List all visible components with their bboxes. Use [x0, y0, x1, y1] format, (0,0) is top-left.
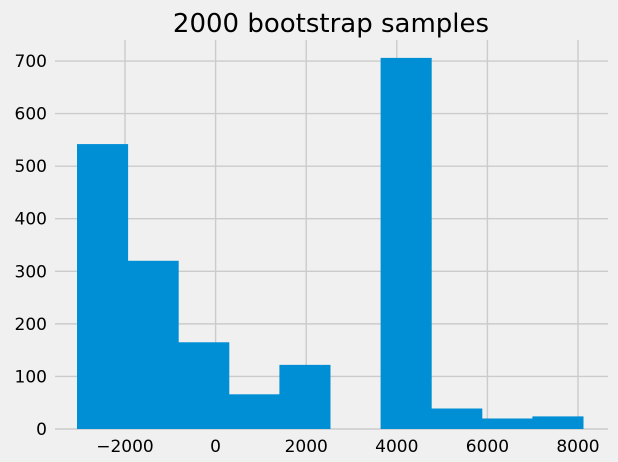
y-tick-label: 700	[15, 52, 47, 72]
histogram-bar	[77, 144, 129, 429]
x-tick-label: 2000	[285, 437, 328, 457]
x-tick-label: 0	[210, 437, 221, 457]
chart-title: 2000 bootstrap samples	[173, 9, 489, 39]
y-tick-label: 100	[15, 367, 47, 387]
y-tick-label: 300	[15, 262, 47, 282]
histogram-bar	[127, 260, 179, 429]
histogram-bar	[228, 394, 280, 429]
x-tick-label: −2000	[96, 437, 154, 457]
x-tick-label: 8000	[556, 437, 599, 457]
y-tick-label: 200	[15, 315, 47, 335]
y-tick-label: 500	[15, 157, 47, 177]
x-tick-label: 4000	[375, 437, 418, 457]
y-tick-labels: 0 100 200 300 400 500 600 700	[15, 52, 47, 440]
histogram-bar	[431, 408, 483, 429]
histogram-bar	[532, 416, 584, 429]
histogram-bar	[380, 57, 432, 429]
histogram-bar	[178, 342, 230, 429]
y-tick-label: 0	[36, 420, 47, 440]
histogram-bar	[279, 364, 331, 429]
histogram-bar	[481, 418, 533, 429]
y-tick-label: 600	[15, 105, 47, 125]
y-tick-label: 400	[15, 210, 47, 230]
bar-layer	[77, 57, 584, 429]
x-tick-label: 6000	[466, 437, 509, 457]
x-tick-labels: −2000 0 2000 4000 6000 8000	[96, 437, 599, 457]
